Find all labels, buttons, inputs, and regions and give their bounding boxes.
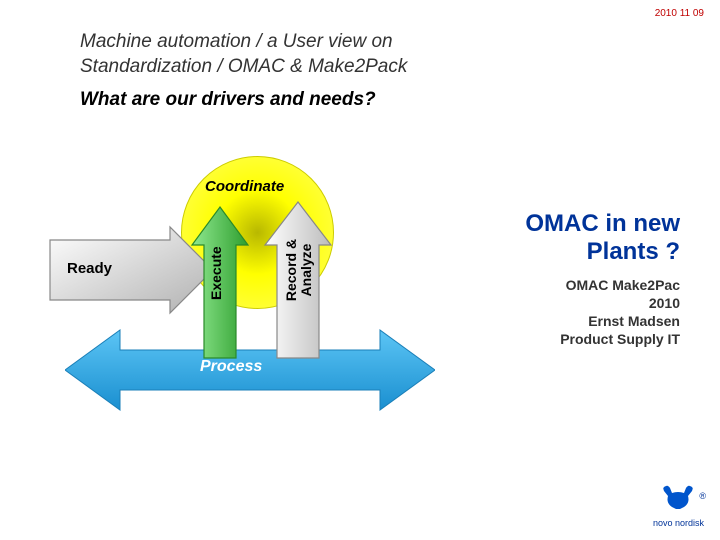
right-line-2: Ernst Madsen [450, 313, 680, 329]
process-diagram: Coordinate Ready Execute [45, 160, 455, 420]
process-label: Process [200, 358, 262, 376]
right-line-0: OMAC Make2Pac [450, 277, 680, 293]
title-line-1: Machine automation / a User view on [80, 30, 520, 55]
right-line-1: 2010 [450, 295, 680, 311]
company-logo: ® novo nordisk [653, 481, 704, 528]
record-label: Record & Analyze [284, 220, 315, 320]
execute-label: Execute [208, 246, 224, 300]
coordinate-label: Coordinate [205, 178, 284, 195]
bull-icon [660, 481, 696, 511]
date-stamp: 2010 11 09 [655, 8, 704, 19]
ready-label: Ready [67, 260, 112, 277]
subtitle: What are our drivers and needs? [80, 89, 520, 111]
trademark: ® [699, 491, 706, 501]
logo-text: novo nordisk [653, 518, 704, 528]
right-heading: OMAC in new Plants ? [450, 210, 680, 265]
right-panel: OMAC in new Plants ? OMAC Make2Pac 2010 … [450, 210, 680, 349]
title-line-2: Standardization / OMAC & Make2Pack [80, 55, 520, 80]
title-block: Machine automation / a User view on Stan… [80, 30, 520, 111]
right-line-3: Product Supply IT [450, 331, 680, 347]
